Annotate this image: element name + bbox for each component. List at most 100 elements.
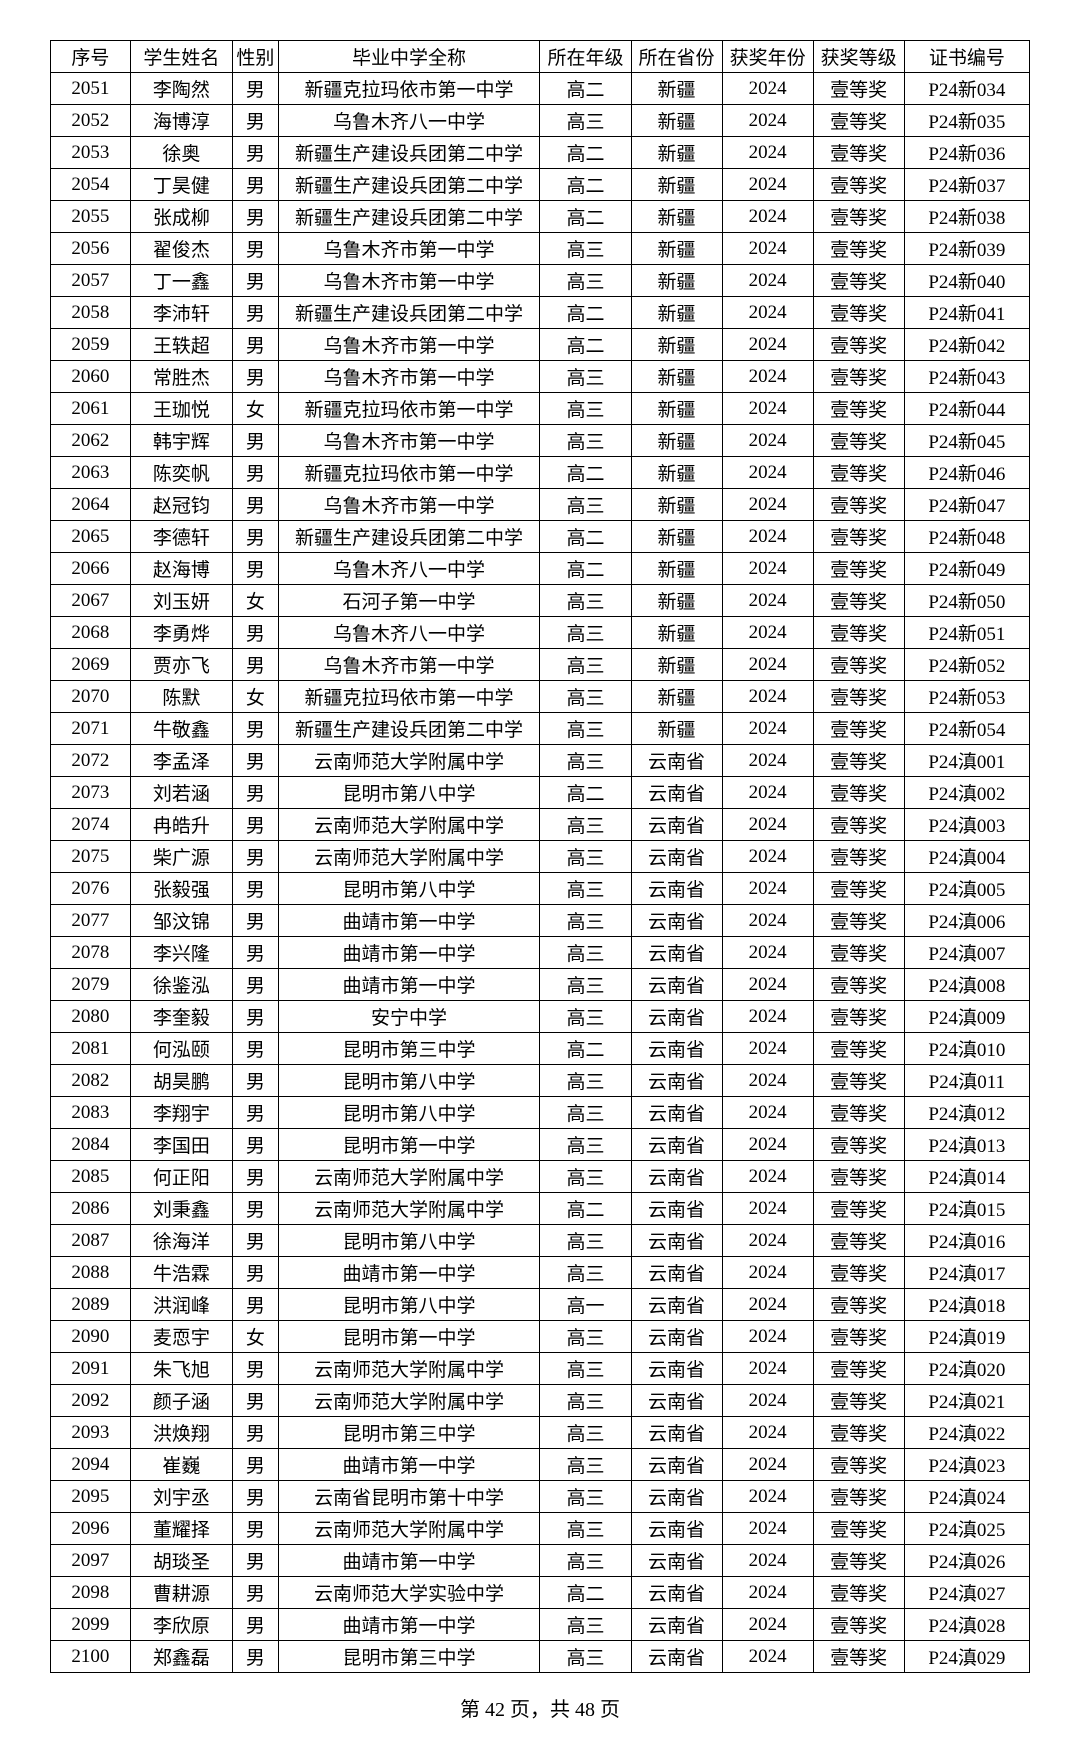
table-cell: 壹等奖 (813, 361, 904, 393)
table-cell: 韩宇辉 (130, 425, 232, 457)
table-cell: 新疆 (631, 361, 722, 393)
table-cell: 云南省昆明市第十中学 (278, 1481, 540, 1513)
table-cell: 云南省 (631, 1097, 722, 1129)
table-cell: 新疆 (631, 457, 722, 489)
table-cell: 云南师范大学实验中学 (278, 1577, 540, 1609)
table-cell: 男 (233, 1385, 279, 1417)
table-cell: 壹等奖 (813, 905, 904, 937)
table-cell: 云南省 (631, 969, 722, 1001)
table-cell: 男 (233, 105, 279, 137)
table-cell: 云南省 (631, 1417, 722, 1449)
table-cell: 海博淳 (130, 105, 232, 137)
table-cell: 新疆克拉玛依市第一中学 (278, 681, 540, 713)
table-cell: 曲靖市第一中学 (278, 937, 540, 969)
table-cell: 乌鲁木齐八一中学 (278, 617, 540, 649)
table-cell: 2024 (722, 425, 813, 457)
table-cell: 石河子第一中学 (278, 585, 540, 617)
table-cell: 昆明市第一中学 (278, 1321, 540, 1353)
table-cell: 2067 (51, 585, 131, 617)
table-cell: 高三 (540, 713, 631, 745)
table-cell: P24滇011 (904, 1065, 1029, 1097)
table-cell: 云南省 (631, 1065, 722, 1097)
table-cell: 云南省 (631, 809, 722, 841)
table-cell: 2087 (51, 1225, 131, 1257)
table-cell: 2055 (51, 201, 131, 233)
table-cell: 胡昊鹏 (130, 1065, 232, 1097)
table-cell: 2065 (51, 521, 131, 553)
table-cell: 胡琰圣 (130, 1545, 232, 1577)
table-cell: P24新052 (904, 649, 1029, 681)
table-row: 2074冉皓升男云南师范大学附属中学高三云南省2024壹等奖P24滇003 (51, 809, 1030, 841)
table-cell: 2085 (51, 1161, 131, 1193)
table-cell: 乌鲁木齐八一中学 (278, 553, 540, 585)
table-cell: 洪润峰 (130, 1289, 232, 1321)
col-cert: 证书编号 (904, 41, 1029, 73)
table-cell: 2024 (722, 585, 813, 617)
table-row: 2091朱飞旭男云南师范大学附属中学高三云南省2024壹等奖P24滇020 (51, 1353, 1030, 1385)
table-cell: 2080 (51, 1001, 131, 1033)
table-cell: 男 (233, 745, 279, 777)
table-cell: 云南师范大学附属中学 (278, 745, 540, 777)
table-cell: 高三 (540, 841, 631, 873)
table-cell: 壹等奖 (813, 969, 904, 1001)
table-cell: 李孟泽 (130, 745, 232, 777)
table-cell: 赵海博 (130, 553, 232, 585)
table-cell: 新疆生产建设兵团第二中学 (278, 169, 540, 201)
table-cell: 新疆 (631, 585, 722, 617)
table-cell: 高三 (540, 745, 631, 777)
table-cell: 男 (233, 1129, 279, 1161)
table-cell: 2024 (722, 169, 813, 201)
table-cell: 云南省 (631, 1545, 722, 1577)
table-cell: 壹等奖 (813, 265, 904, 297)
table-cell: 壹等奖 (813, 937, 904, 969)
table-cell: 男 (233, 1577, 279, 1609)
table-cell: 2089 (51, 1289, 131, 1321)
table-cell: 壹等奖 (813, 1577, 904, 1609)
table-cell: 男 (233, 1001, 279, 1033)
table-cell: 2100 (51, 1641, 131, 1673)
table-row: 2077邹汶锦男曲靖市第一中学高三云南省2024壹等奖P24滇006 (51, 905, 1030, 937)
table-cell: P24滇003 (904, 809, 1029, 841)
table-cell: 云南省 (631, 1481, 722, 1513)
table-cell: 2093 (51, 1417, 131, 1449)
table-row: 2098曹耕源男云南师范大学实验中学高二云南省2024壹等奖P24滇027 (51, 1577, 1030, 1609)
table-cell: P24新036 (904, 137, 1029, 169)
table-cell: 李欣原 (130, 1609, 232, 1641)
table-cell: 高三 (540, 585, 631, 617)
table-cell: P24滇005 (904, 873, 1029, 905)
table-cell: 刘宇丞 (130, 1481, 232, 1513)
table-cell: 男 (233, 1033, 279, 1065)
table-cell: 云南省 (631, 1609, 722, 1641)
table-cell: 2024 (722, 1353, 813, 1385)
table-cell: 新疆克拉玛依市第一中学 (278, 457, 540, 489)
table-cell: 云南省 (631, 1289, 722, 1321)
table-cell: 曲靖市第一中学 (278, 1545, 540, 1577)
table-cell: 2024 (722, 937, 813, 969)
table-row: 2086刘秉鑫男云南师范大学附属中学高二云南省2024壹等奖P24滇015 (51, 1193, 1030, 1225)
table-cell: P24滇026 (904, 1545, 1029, 1577)
table-cell: 2024 (722, 713, 813, 745)
table-row: 2090麦恧宇女昆明市第一中学高三云南省2024壹等奖P24滇019 (51, 1321, 1030, 1353)
table-cell: 壹等奖 (813, 1609, 904, 1641)
table-cell: 壹等奖 (813, 1321, 904, 1353)
table-row: 2068李勇烨男乌鲁木齐八一中学高三新疆2024壹等奖P24新051 (51, 617, 1030, 649)
table-cell: 高三 (540, 425, 631, 457)
table-cell: 2024 (722, 1417, 813, 1449)
table-row: 2069贾亦飞男乌鲁木齐市第一中学高三新疆2024壹等奖P24新052 (51, 649, 1030, 681)
table-cell: 壹等奖 (813, 105, 904, 137)
table-cell: 赵冠钧 (130, 489, 232, 521)
table-cell: 李勇烨 (130, 617, 232, 649)
table-cell: 乌鲁木齐市第一中学 (278, 265, 540, 297)
table-cell: 壹等奖 (813, 777, 904, 809)
table-cell: 2051 (51, 73, 131, 105)
table-cell: 云南师范大学附属中学 (278, 809, 540, 841)
table-cell: 新疆 (631, 233, 722, 265)
table-cell: 2024 (722, 201, 813, 233)
table-cell: 高二 (540, 137, 631, 169)
table-cell: 新疆 (631, 617, 722, 649)
table-cell: 云南省 (631, 1385, 722, 1417)
table-cell: 张毅强 (130, 873, 232, 905)
table-cell: 男 (233, 1417, 279, 1449)
col-school: 毕业中学全称 (278, 41, 540, 73)
table-cell: 牛敬鑫 (130, 713, 232, 745)
